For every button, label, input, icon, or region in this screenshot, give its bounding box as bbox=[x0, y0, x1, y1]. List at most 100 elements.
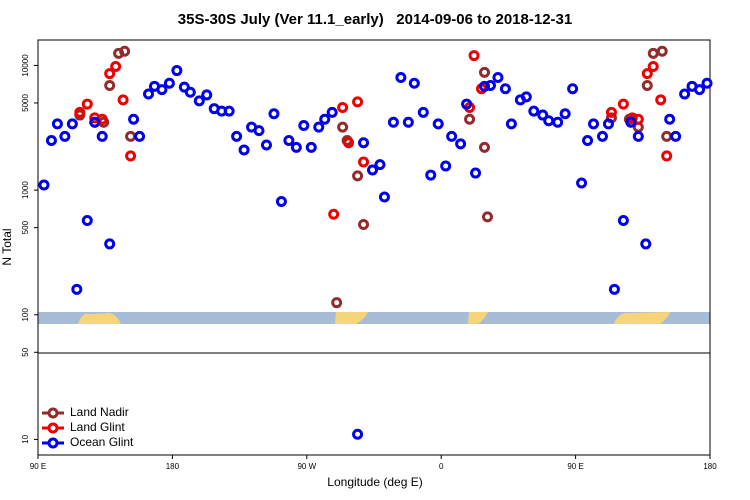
point bbox=[432, 118, 444, 130]
point bbox=[66, 118, 78, 130]
legend-label: Ocean Glint bbox=[70, 435, 134, 449]
point bbox=[625, 116, 637, 128]
point bbox=[481, 211, 493, 223]
point bbox=[313, 121, 325, 133]
point bbox=[45, 134, 57, 146]
point bbox=[110, 61, 122, 73]
land-patch bbox=[78, 313, 121, 324]
point bbox=[387, 116, 399, 128]
point bbox=[640, 238, 652, 250]
x-tick-label: 90 W bbox=[297, 462, 316, 471]
point bbox=[96, 130, 108, 142]
point bbox=[408, 77, 420, 89]
point bbox=[602, 118, 614, 130]
point bbox=[358, 218, 370, 230]
point bbox=[378, 191, 390, 203]
point bbox=[71, 283, 83, 295]
point bbox=[552, 116, 564, 128]
point bbox=[223, 105, 235, 117]
legend-label: Land Nadir bbox=[70, 405, 129, 419]
point bbox=[576, 177, 588, 189]
point bbox=[596, 130, 608, 142]
point bbox=[104, 80, 116, 92]
point bbox=[479, 141, 491, 153]
point bbox=[81, 215, 93, 227]
point bbox=[352, 428, 364, 440]
point bbox=[337, 121, 349, 133]
x-tick-label: 180 bbox=[703, 462, 717, 471]
x-tick-label: 90 E bbox=[567, 462, 583, 471]
point bbox=[537, 109, 549, 121]
point bbox=[238, 144, 250, 156]
y-tick-label: 1000 bbox=[21, 181, 30, 199]
point bbox=[455, 138, 467, 150]
point bbox=[470, 167, 482, 179]
point bbox=[358, 156, 370, 168]
x-tick-label: 0 bbox=[439, 462, 444, 471]
point bbox=[670, 130, 682, 142]
point bbox=[38, 179, 50, 191]
point bbox=[468, 50, 480, 62]
x-tick-label: 90 E bbox=[30, 462, 46, 471]
point bbox=[352, 170, 364, 182]
point bbox=[484, 80, 496, 92]
point bbox=[201, 89, 213, 101]
point bbox=[664, 113, 676, 125]
point bbox=[701, 77, 713, 89]
legend-label: Land Glint bbox=[70, 420, 125, 434]
point bbox=[326, 106, 338, 118]
point bbox=[395, 72, 407, 84]
y-tick-label: 5000 bbox=[21, 94, 30, 112]
legend-marker bbox=[47, 422, 59, 434]
land-patch bbox=[335, 312, 368, 324]
y-tick-label: 100 bbox=[21, 308, 30, 322]
plot-frame bbox=[37, 39, 711, 456]
x-axis-label: Longitude (deg E) bbox=[327, 475, 422, 489]
point bbox=[143, 88, 155, 100]
point bbox=[352, 96, 364, 108]
point bbox=[89, 116, 101, 128]
y-tick-label: 10 bbox=[21, 434, 30, 443]
point bbox=[402, 116, 414, 128]
point bbox=[446, 130, 458, 142]
point bbox=[425, 169, 437, 181]
point bbox=[661, 150, 673, 162]
point bbox=[337, 101, 349, 113]
point bbox=[641, 68, 653, 80]
point bbox=[479, 66, 491, 78]
point bbox=[605, 106, 617, 118]
ocean-strip bbox=[38, 312, 710, 324]
point bbox=[184, 86, 196, 98]
point bbox=[499, 83, 511, 95]
y-tick-label: 500 bbox=[21, 220, 30, 234]
land-band bbox=[38, 312, 710, 324]
point bbox=[479, 80, 491, 92]
point bbox=[647, 61, 659, 73]
y-tick-label: 10000 bbox=[21, 54, 30, 77]
point bbox=[117, 94, 129, 106]
point bbox=[367, 164, 379, 176]
point bbox=[104, 238, 116, 250]
point bbox=[358, 137, 370, 149]
point bbox=[104, 68, 116, 80]
point bbox=[617, 215, 629, 227]
point bbox=[567, 83, 579, 95]
point bbox=[582, 134, 594, 146]
point bbox=[275, 196, 287, 208]
point bbox=[679, 88, 691, 100]
point bbox=[559, 108, 571, 120]
point bbox=[74, 106, 86, 118]
point bbox=[656, 45, 668, 57]
legend-marker bbox=[47, 437, 59, 449]
point bbox=[81, 98, 93, 110]
point bbox=[59, 130, 71, 142]
point bbox=[464, 113, 476, 125]
point bbox=[694, 84, 706, 96]
point bbox=[253, 125, 265, 137]
point bbox=[588, 118, 600, 130]
point bbox=[328, 208, 340, 220]
point bbox=[193, 95, 205, 107]
